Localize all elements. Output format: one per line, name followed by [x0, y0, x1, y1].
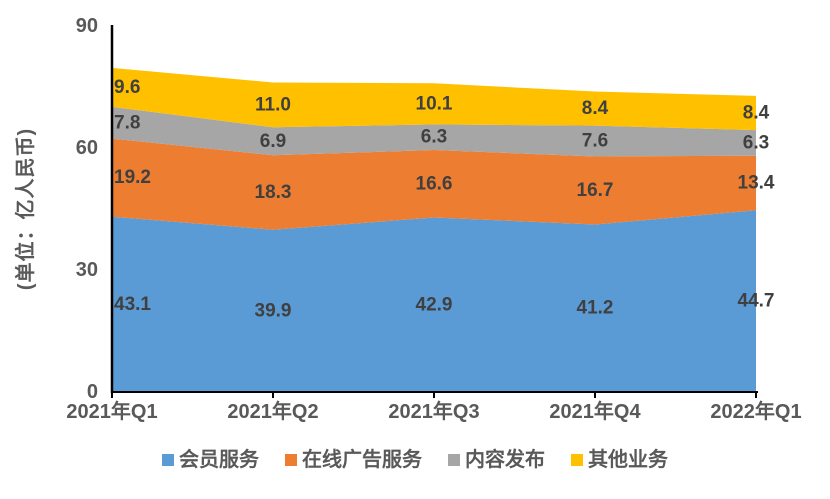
data-label-membership-services-1: 39.9	[255, 300, 292, 321]
y-tick-label-0: 0	[87, 381, 98, 403]
area-online-ad-services	[112, 138, 756, 230]
legend-swatch-other-business	[571, 454, 583, 466]
y-tick-label-60: 60	[76, 137, 98, 159]
data-label-other-business-3: 8.4	[582, 98, 609, 119]
data-label-other-business-1: 11.0	[255, 94, 291, 115]
x-tick-label-2: 2021年Q3	[388, 399, 479, 423]
x-tick-label-0: 2021年Q1	[66, 399, 157, 423]
y-tick-label-30: 30	[76, 259, 98, 281]
data-label-online-ad-services-2: 16.6	[416, 173, 453, 194]
legend-item-membership-services: 会员服务	[162, 450, 259, 470]
chart-plot-area: 43.1 39.9 42.9 41.2 44.7 19.2 18.3 16.6 16.7 13.4…	[13, 15, 802, 423]
legend-item-other-business: 其他业务	[571, 450, 668, 470]
data-label-online-ad-services-4: 13.4	[738, 172, 775, 193]
data-label-membership-services-3: 41.2	[577, 298, 614, 319]
data-label-membership-services-4: 44.7	[738, 291, 775, 312]
legend-label-other-business: 其他业务	[588, 449, 668, 471]
legend-item-online-ad-services: 在线广告服务	[285, 450, 422, 470]
x-tick-label-1: 2021年Q2	[227, 399, 318, 423]
legend-item-content-distribution: 内容发布	[448, 450, 545, 470]
y-tick-label-90: 90	[76, 15, 98, 37]
area-membership-services	[112, 210, 756, 392]
data-label-other-business-0: 9.6	[114, 77, 140, 98]
data-label-membership-services-0: 43.1	[114, 294, 151, 315]
data-label-other-business-2: 10.1	[416, 93, 453, 114]
area-content-distribution	[112, 106, 756, 157]
data-label-online-ad-services-3: 16.7	[577, 180, 614, 201]
data-label-content-distribution-1: 6.9	[260, 131, 286, 152]
data-label-other-business-4: 8.4	[743, 103, 770, 124]
x-tick-label-3: 2021年Q4	[549, 399, 641, 423]
y-axis-title: (单位：亿人民币)	[13, 128, 37, 290]
data-label-online-ad-services-0: 19.2	[114, 167, 151, 188]
legend-label-online-ad-services: 在线广告服务	[302, 449, 422, 471]
data-label-content-distribution-4: 6.3	[743, 132, 769, 153]
legend-label-membership-services: 会员服务	[179, 449, 259, 471]
area-other-business	[112, 67, 756, 131]
legend-label-content-distribution: 内容发布	[465, 449, 545, 471]
data-label-content-distribution-2: 6.3	[421, 127, 447, 148]
data-label-membership-services-2: 42.9	[416, 294, 453, 315]
legend-swatch-membership-services	[162, 454, 174, 466]
data-label-content-distribution-0: 7.8	[114, 112, 140, 133]
legend-swatch-content-distribution	[448, 454, 460, 466]
chart-legend: 会员服务 在线广告服务 内容发布 其他业务	[0, 450, 830, 470]
x-tick-label-4: 2022年Q1	[710, 399, 801, 423]
data-label-content-distribution-3: 7.6	[582, 131, 608, 152]
legend-swatch-online-ad-services	[285, 454, 297, 466]
data-label-online-ad-services-1: 18.3	[255, 182, 292, 203]
